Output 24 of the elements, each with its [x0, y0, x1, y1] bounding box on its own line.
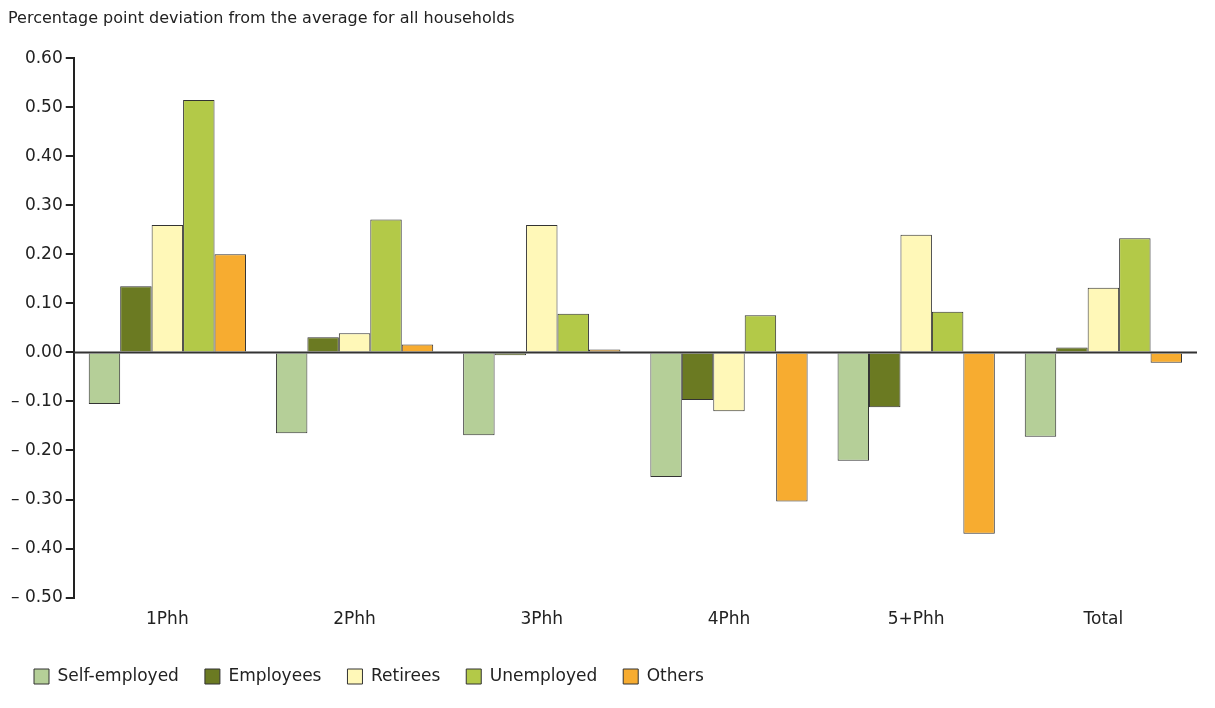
y-tick-label: 0.50	[24, 95, 63, 116]
y-axis-title: Percentage point deviation from the average for all households	[8, 8, 516, 27]
y-tick-label: – 0.30	[10, 487, 63, 508]
x-tick-label: 5+Phh	[887, 608, 945, 629]
x-tick-label: 4Phh	[707, 608, 751, 629]
y-tick-label: 0.30	[24, 193, 63, 214]
legend-label: Self-employed	[57, 664, 179, 685]
legend-label: Employees	[228, 664, 322, 685]
y-tick-label: 0.20	[24, 242, 63, 263]
legend-label: Retirees	[370, 664, 441, 685]
y-tick-label: 0.00	[24, 340, 63, 361]
y-tick-label: 0.10	[24, 291, 63, 312]
y-tick-label: 0.60	[24, 46, 63, 67]
y-tick-label: – 0.20	[10, 438, 63, 459]
legend-label: Others	[646, 664, 704, 685]
x-tick-label: 1Phh	[146, 608, 189, 629]
legend-label: Unemployed	[489, 664, 598, 685]
x-tick-label: 3Phh	[520, 608, 564, 629]
y-tick-label: 0.40	[24, 144, 63, 165]
y-tick-label: – 0.50	[10, 586, 63, 607]
y-tick-label: – 0.40	[10, 536, 63, 557]
x-tick-label: Total	[1082, 608, 1124, 629]
x-tick-label: 2Phh	[333, 608, 376, 629]
y-tick-label: – 0.10	[10, 389, 63, 410]
